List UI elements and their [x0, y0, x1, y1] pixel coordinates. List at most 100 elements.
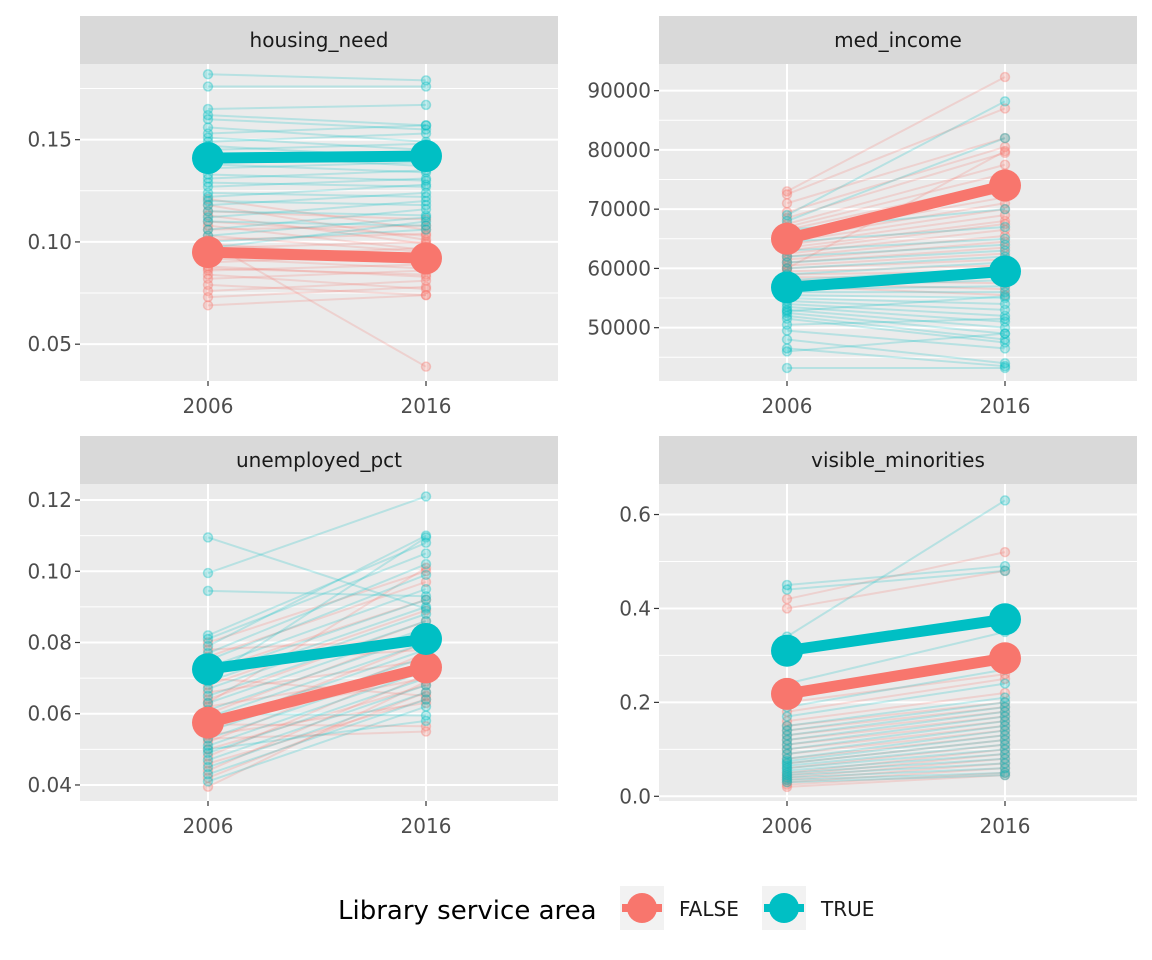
data-point-false — [202, 772, 214, 784]
series-line-true — [786, 137, 1006, 222]
series-line-true — [207, 684, 427, 761]
data-point-true — [781, 765, 793, 776]
data-point-false — [999, 753, 1011, 764]
data-point-false — [999, 141, 1011, 153]
data-point-false — [781, 772, 793, 783]
data-point-true — [202, 640, 214, 652]
data-point-true — [999, 313, 1011, 325]
data-point-true — [420, 537, 432, 549]
y-tick-label: 60000 — [587, 256, 651, 280]
data-point-true — [781, 753, 793, 764]
x-tick-label: 2006 — [762, 814, 813, 838]
data-point-true — [202, 206, 214, 217]
data-point-true — [420, 81, 432, 92]
x-tick-label: 2016 — [980, 394, 1031, 418]
data-point-false — [781, 730, 793, 741]
data-point-true — [999, 739, 1011, 750]
data-point-false — [202, 751, 214, 762]
data-point-true — [999, 565, 1011, 577]
series-line-true — [786, 249, 1006, 264]
series-line-false — [786, 774, 1006, 788]
series-line-false — [786, 246, 1006, 264]
data-point-false — [420, 281, 432, 293]
series-line-false — [207, 566, 427, 704]
x-tick-label: 2006 — [183, 814, 234, 838]
data-point-false — [781, 260, 793, 271]
data-point-false — [781, 257, 793, 268]
series-line-false — [786, 743, 1006, 770]
series-line-false — [207, 279, 427, 293]
data-point-true — [999, 560, 1011, 572]
series-line-true — [786, 261, 1006, 276]
data-point-true — [420, 601, 432, 613]
series-line-true — [786, 630, 1006, 685]
data-point-true — [999, 322, 1011, 333]
series-line-false — [207, 581, 427, 658]
data-point-false — [781, 781, 793, 793]
data-point-true — [202, 754, 214, 766]
series-line-false — [207, 234, 427, 254]
mean-point-true — [771, 271, 803, 304]
mean-point-true — [410, 622, 442, 655]
data-point-true — [781, 769, 793, 781]
series-line-false — [207, 684, 427, 751]
series-line-false — [786, 729, 1006, 756]
data-point-false — [999, 673, 1011, 685]
data-point-true — [420, 710, 432, 721]
legend-label: FALSE — [679, 897, 739, 921]
data-point-true — [781, 319, 793, 330]
series-line-false — [786, 701, 1006, 727]
series-line-true — [786, 300, 1006, 311]
data-point-true — [999, 96, 1011, 107]
series-line-true — [207, 118, 427, 131]
facet-title: visible_minorities — [811, 448, 985, 472]
x-tick-label: 2016 — [401, 394, 452, 418]
data-point-true — [781, 334, 793, 345]
data-point-true — [202, 181, 214, 192]
data-point-false — [999, 739, 1011, 750]
data-point-true — [999, 725, 1011, 736]
series-line-true — [207, 563, 427, 655]
series-line-false — [786, 720, 1006, 746]
series-line-true — [207, 114, 427, 127]
series-line-true — [207, 552, 427, 640]
mean-line-false — [786, 652, 1006, 700]
data-point-false — [420, 566, 432, 577]
data-point-true — [781, 209, 793, 221]
data-point-false — [999, 203, 1011, 215]
series-line-true — [207, 208, 427, 231]
data-point-false — [999, 565, 1011, 577]
mean-line-false — [785, 180, 1007, 245]
series-line-true — [207, 228, 427, 243]
series-line-true — [207, 200, 427, 219]
series-line-false — [786, 258, 1006, 270]
data-point-false — [999, 224, 1011, 236]
series-line-false — [786, 264, 1006, 273]
panel-housing-need: housing_need 0.05 0.10 0.15 2006 2016 — [27, 16, 558, 418]
data-point-true — [420, 594, 432, 606]
series-line-false — [207, 241, 427, 368]
series-line-true — [786, 332, 1006, 353]
data-point-true — [999, 701, 1011, 713]
data-point-true — [420, 179, 432, 190]
data-point-false — [999, 748, 1011, 760]
mean-point-false — [410, 651, 442, 684]
data-point-true — [420, 548, 432, 559]
series-line-true — [207, 589, 427, 598]
series-line-false — [207, 197, 427, 231]
data-point-false — [781, 769, 793, 781]
series-line-true — [207, 132, 427, 143]
data-point-true — [999, 762, 1011, 774]
data-point-false — [781, 762, 793, 774]
mean-point-true — [192, 142, 224, 175]
data-point-true — [999, 697, 1011, 708]
series-line-true — [786, 720, 1006, 751]
y-tick-label: 50000 — [587, 316, 651, 340]
series-line-true — [786, 314, 1006, 341]
series-line-false — [207, 273, 427, 290]
series-line-false — [786, 706, 1006, 732]
data-point-false — [999, 734, 1011, 746]
mean-line-true — [207, 633, 427, 675]
series-line-false — [786, 137, 1006, 205]
data-point-false — [999, 711, 1011, 722]
